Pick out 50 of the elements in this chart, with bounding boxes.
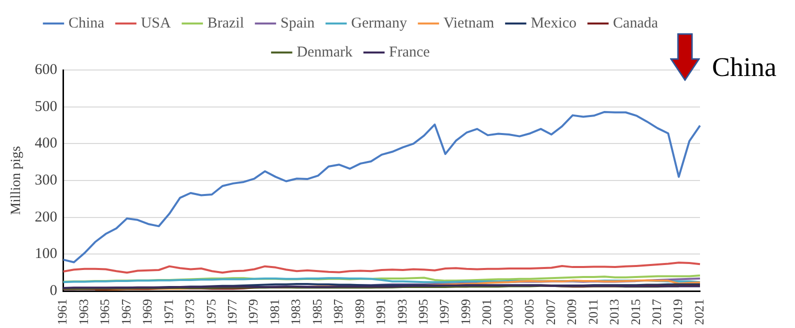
x-tick-label: 1983: [288, 299, 304, 325]
legend-label: Brazil: [207, 15, 244, 32]
y-axis-title: Million pigs: [9, 146, 24, 215]
x-tick-label: 2015: [628, 299, 643, 325]
x-tick-label: 2017: [648, 298, 664, 325]
legend-label: Spain: [280, 15, 316, 32]
legend-label: Vietnam: [443, 15, 495, 32]
x-tick-label: 1967: [118, 298, 134, 325]
y-tick-label: 500: [34, 98, 58, 115]
x-tick-label: 1961: [54, 299, 70, 325]
x-tick-label: 2009: [564, 299, 580, 325]
x-tick-label: 1981: [266, 299, 282, 325]
x-tick-label: 2007: [542, 298, 558, 325]
legend-label: Canada: [613, 15, 658, 32]
legend-label: France: [389, 44, 430, 60]
y-tick-label: 200: [34, 209, 58, 226]
y-tick-label: 600: [34, 62, 58, 78]
x-tick-label: 2001: [479, 299, 494, 325]
x-tick-label: 1989: [352, 299, 367, 325]
legend-label: Mexico: [530, 15, 577, 32]
x-tick-label: 1987: [330, 298, 346, 325]
x-tick-label: 2019: [670, 299, 686, 325]
x-tick-label: 1965: [97, 299, 112, 325]
x-tick-label: 2013: [606, 299, 622, 325]
y-tick-label: 400: [34, 136, 58, 152]
x-tick-label: 1999: [458, 299, 473, 325]
legend-label: China: [68, 15, 105, 32]
x-tick-label: 1977: [224, 298, 240, 325]
x-tick-label: 1995: [416, 299, 431, 325]
x-tick-label: 2003: [500, 299, 516, 325]
x-tick-label: 1975: [203, 299, 218, 325]
y-tick-label: 100: [34, 246, 58, 262]
x-tick-label: 2011: [585, 299, 600, 325]
y-tick-label: 0: [50, 282, 58, 299]
x-tick-label: 1969: [140, 299, 155, 325]
legend-label: Denmark: [296, 44, 353, 60]
x-tick-label: 1993: [394, 299, 410, 325]
x-tick-label: 1963: [76, 299, 91, 325]
x-tick-label: 1971: [160, 299, 176, 325]
x-tick-label: 1973: [182, 299, 198, 325]
legend-label: USA: [140, 15, 171, 32]
y-tick-label: 300: [34, 172, 58, 188]
x-tick-label: 1991: [373, 299, 388, 325]
x-tick-label: 1985: [309, 299, 324, 325]
text: China: [712, 52, 776, 83]
x-tick-label: 2005: [522, 299, 537, 325]
x-tick-label: 1997: [436, 298, 452, 325]
x-tick-label: 1979: [246, 299, 261, 325]
legend-label: Germany: [351, 15, 408, 32]
x-tick-label: 2021: [691, 299, 706, 325]
